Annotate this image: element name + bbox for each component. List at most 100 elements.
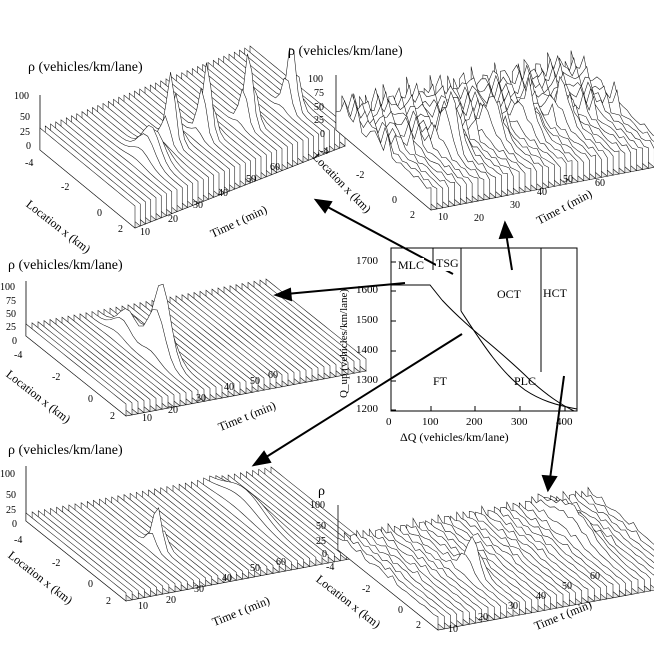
br-ttick-60: 60: [590, 571, 600, 582]
tl-xtick-0: 0: [97, 208, 102, 219]
bl-ttick-10: 10: [138, 601, 148, 612]
phase-xlabel: ΔQ (vehicles/km/lane): [400, 430, 509, 444]
br-xtick-2: 2: [416, 620, 421, 631]
phase-xtick-400: 400: [556, 416, 573, 428]
bl-xtick-0: 0: [88, 579, 93, 590]
br-ttick-50: 50: [562, 581, 572, 592]
ml-ztick-100: 100: [0, 282, 15, 293]
tl-ttick-10: 10: [140, 227, 150, 238]
ml-xtick-m4: -4: [14, 350, 23, 361]
surf-ml-mesh-row: [25, 323, 127, 417]
tl-ttick-50: 50: [246, 174, 256, 185]
br-xtick-0: 0: [398, 605, 403, 616]
tr-ttick-30: 30: [510, 200, 520, 211]
bl-ttick-20: 20: [166, 595, 176, 606]
surface-plot-bottom-left: [25, 466, 372, 602]
tl-ztick-50: 50: [20, 112, 30, 123]
tr-ztick-0: 0: [320, 129, 325, 140]
phase-ytick-1400: 1400: [356, 344, 378, 356]
phase-ytick-1600: 1600: [356, 284, 378, 296]
surf-bl-mesh-row: [25, 512, 127, 602]
tr-xtick-m4: -4: [320, 146, 329, 157]
phase-diagram-frame: [390, 247, 578, 412]
tr-ztick-50: 50: [314, 102, 324, 113]
tl-ttick-60: 60: [270, 162, 280, 173]
surf-tr-mesh-row: [335, 100, 432, 211]
phase-ytick-1500: 1500: [356, 314, 378, 326]
surface-plot-bottom-right: [337, 486, 654, 631]
bl-rho-label: ρ (vehicles/km/lane): [8, 443, 123, 458]
surf-tl-mesh-row: [39, 127, 136, 229]
tl-xtick-m4: -4: [25, 158, 34, 169]
br-ztick-0: 0: [322, 549, 327, 560]
arrow-to-bottom-right-head: [541, 474, 558, 493]
bl-ztick-0: 0: [12, 519, 17, 530]
bl-xtick-m4: -4: [14, 535, 23, 546]
br-ttick-10: 10: [448, 624, 458, 635]
ml-ttick-20: 20: [168, 405, 178, 416]
ml-ztick-50: 50: [6, 309, 16, 320]
bl-ttick-30: 30: [194, 584, 204, 595]
surf-br-mesh-row: [337, 537, 439, 631]
phase-xtick-100: 100: [422, 416, 439, 428]
arrow-to-top-right: [505, 232, 513, 271]
br-ttick-20: 20: [478, 612, 488, 623]
tl-ttick-40: 40: [218, 188, 228, 199]
br-xtick-m2: -2: [362, 584, 371, 595]
bl-ztick-100: 100: [0, 469, 15, 480]
phase-ytick-1700: 1700: [356, 255, 378, 267]
region-ft: FT: [433, 374, 448, 388]
br-ztick-25: 25: [316, 536, 326, 547]
mlc-boundary: [391, 284, 443, 301]
tr-xtick-0: 0: [392, 195, 397, 206]
arrow-to-bottom-left-head: [251, 450, 272, 467]
ml-xtick-2: 2: [110, 411, 115, 422]
br-ttick-40: 40: [536, 591, 546, 602]
arrows: [251, 198, 565, 493]
ml-ttick-10: 10: [142, 413, 152, 424]
tr-ttick-20: 20: [474, 213, 484, 224]
phase-diagram: [390, 247, 578, 412]
bl-ttick-50: 50: [250, 563, 260, 574]
surface-plot-middle-left: [25, 278, 367, 417]
phase-xtick-300: 300: [511, 416, 528, 428]
ml-rho-label: ρ (vehicles/km/lane): [8, 258, 123, 273]
arrow-to-top-right-head: [498, 220, 514, 240]
ml-ttick-60: 60: [268, 370, 278, 381]
tr-ttick-40: 40: [537, 187, 547, 198]
bl-xtick-m2: -2: [52, 558, 61, 569]
bl-ttick-60: 60: [276, 557, 286, 568]
region-oct: OCT: [497, 287, 521, 301]
tr-ttick-10: 10: [438, 212, 448, 223]
tr-xtick-2: 2: [410, 210, 415, 221]
ml-xtick-m2: -2: [52, 372, 61, 383]
br-rho-label: ρ: [318, 484, 325, 499]
ml-ztick-25: 25: [6, 322, 16, 333]
tr-ztick-25: 25: [314, 115, 324, 126]
bl-xtick-2: 2: [106, 596, 111, 607]
ml-xtick-0: 0: [88, 394, 93, 405]
tl-ztick-25: 25: [20, 127, 30, 138]
region-tsg: TSG: [436, 256, 459, 271]
tl-ttick-20: 20: [168, 214, 178, 225]
tl-ztick-0: 0: [26, 141, 31, 152]
ml-ztick-0: 0: [12, 336, 17, 347]
tr-xtick-m2: -2: [356, 170, 365, 181]
tr-rho-label: ρ (vehicles/km/lane): [288, 44, 403, 59]
plc-oct-boundary: [460, 310, 578, 410]
tr-ttick-60: 60: [595, 178, 605, 189]
region-plc: PLC: [514, 374, 537, 388]
ml-ttick-40: 40: [224, 382, 234, 393]
tl-ttick-30: 30: [193, 200, 203, 211]
tl-xtick-2: 2: [118, 224, 123, 235]
region-mlc: MLC: [398, 258, 425, 273]
arrow-to-middle-left: [285, 282, 406, 295]
arrow-to-middle-left-head: [273, 287, 293, 302]
bl-ttick-40: 40: [222, 573, 232, 584]
br-ztick-50: 50: [316, 521, 326, 532]
surface-plot-top-left: [39, 45, 346, 229]
phase-diagram-yticks: [391, 261, 566, 411]
ml-ttick-30: 30: [196, 393, 206, 404]
phase-ylabel: Q_up (vehicles/km/lane): [338, 288, 350, 398]
